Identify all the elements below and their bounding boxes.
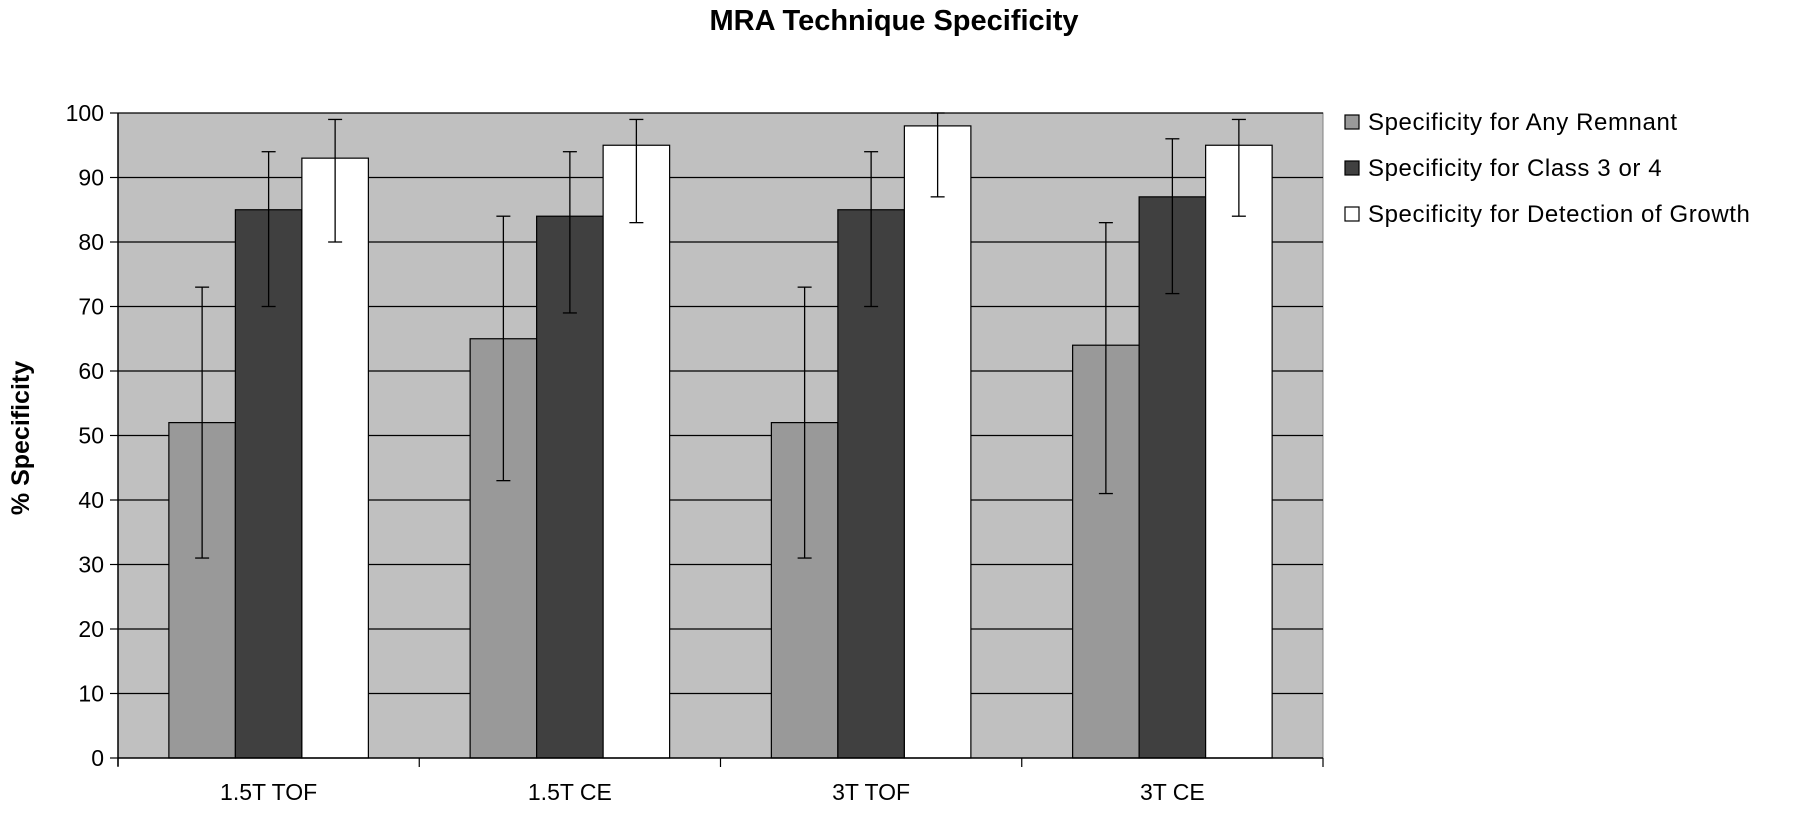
y-tick-label: 70	[78, 294, 104, 320]
y-tick-label: 30	[78, 552, 104, 578]
y-tick-label: 0	[91, 745, 104, 771]
legend-label: Specificity for Detection of Growth	[1368, 201, 1750, 228]
y-tick-label: 10	[78, 681, 104, 707]
x-tick-label: 3T TOF	[832, 779, 910, 805]
tick-labels: 0 10 20 30 40 50 60 70 80 90 100 1.5T TOF 1.5T CE 3T …	[66, 100, 1205, 805]
bar	[1205, 144, 1273, 759]
y-tick-label: 50	[78, 423, 104, 449]
legend: Specificity for Any Remnant Specificity f…	[1344, 109, 1750, 228]
chart-title: MRA Technique Specificity	[710, 5, 1079, 37]
y-tick-label: 100	[66, 100, 104, 126]
bar	[301, 157, 369, 759]
legend-label: Specificity for Class 3 or 4	[1368, 155, 1662, 182]
x-tick-label: 3T CE	[1140, 779, 1205, 805]
y-tick-label: 90	[78, 165, 104, 191]
error-bars	[195, 112, 1246, 559]
y-tick-label: 60	[78, 358, 104, 384]
y-tick-label: 80	[78, 229, 104, 255]
bar	[602, 144, 671, 759]
axes	[110, 112, 1324, 767]
legend-swatch	[1344, 114, 1360, 130]
bar	[903, 125, 972, 759]
y-axis-label: % Specificity	[7, 361, 35, 515]
legend-swatch	[1344, 160, 1360, 176]
y-tick-label: 20	[78, 616, 104, 642]
x-tick-label: 1.5T CE	[528, 779, 612, 805]
y-tick-label: 40	[78, 487, 104, 513]
legend-label: Specificity for Any Remnant	[1368, 109, 1678, 136]
x-tick-label: 1.5T TOF	[220, 779, 317, 805]
legend-swatch	[1344, 206, 1360, 222]
